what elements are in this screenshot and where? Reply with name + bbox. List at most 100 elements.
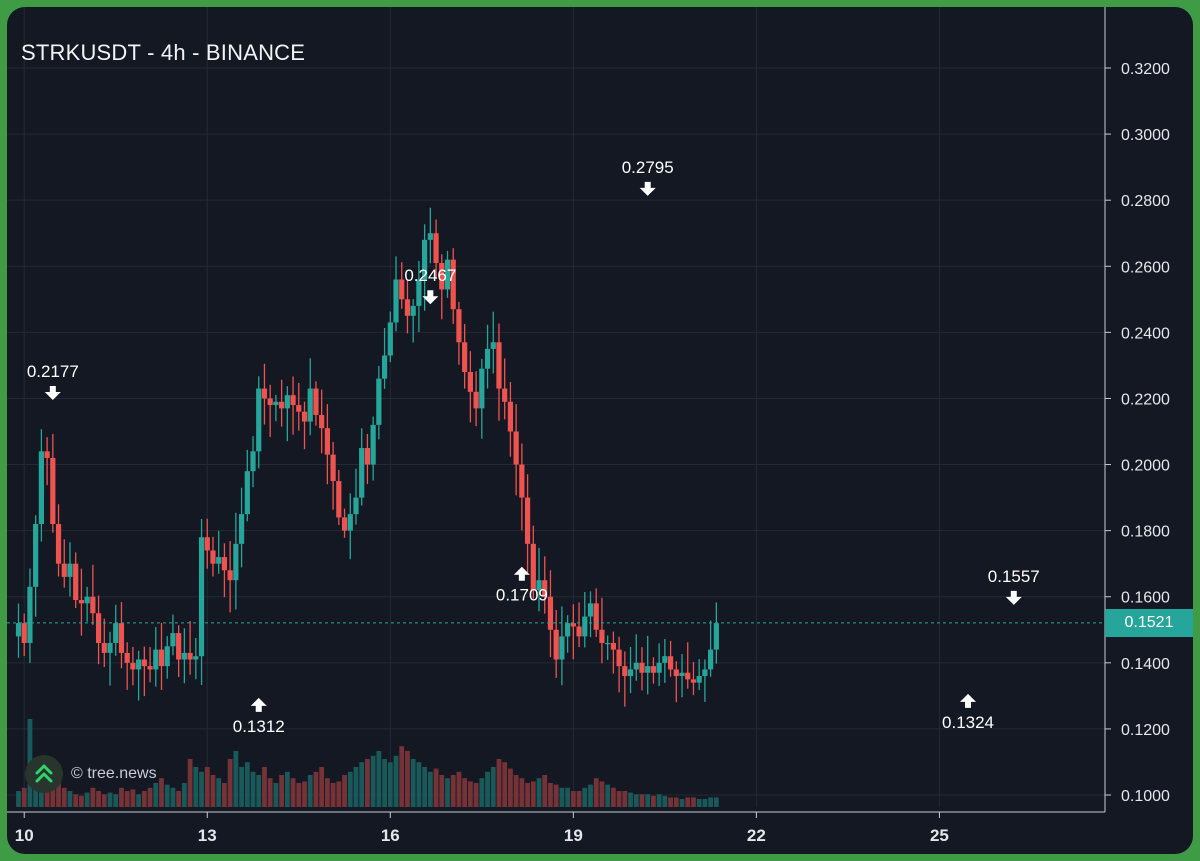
volume-bar	[170, 787, 176, 807]
candle-body	[153, 649, 159, 670]
volume-bar	[679, 799, 685, 807]
candle-body	[301, 411, 308, 422]
candle-body	[587, 603, 594, 617]
volume-bar	[542, 775, 548, 807]
down-arrow-icon	[1005, 590, 1022, 605]
up-arrow-icon	[960, 693, 977, 708]
candle-body	[502, 388, 508, 402]
volume-bar	[359, 762, 365, 807]
candle-body	[662, 656, 668, 663]
volume-bar	[216, 778, 222, 807]
volume-bar	[239, 767, 244, 807]
candle-body	[307, 388, 313, 422]
candles	[15, 207, 719, 707]
volume-bar	[639, 794, 645, 807]
candle-body	[193, 656, 199, 660]
candle-body	[33, 524, 39, 587]
volume-bar	[365, 759, 370, 807]
volume-bar	[668, 797, 673, 807]
candle-body	[627, 669, 634, 677]
candle-body	[141, 659, 147, 667]
candle-body	[50, 457, 56, 525]
volume-bar	[513, 775, 519, 807]
volume-bar	[416, 762, 422, 807]
candle-body	[547, 596, 554, 630]
candle-body	[279, 401, 285, 409]
candle-body	[679, 672, 685, 677]
tree-news-logo-icon	[25, 755, 63, 793]
candle-body	[450, 259, 456, 310]
down-arrow-icon	[44, 386, 61, 401]
candle-body	[170, 633, 176, 647]
volume-bar	[473, 783, 479, 807]
volume-bar	[502, 762, 508, 807]
candle-body	[261, 388, 268, 399]
candle-body	[267, 398, 273, 406]
candle-body	[330, 454, 336, 482]
price-annotation-label: 0.1324	[942, 713, 994, 732]
chart-title: STRKUSDT - 4h - BINANCE	[21, 40, 306, 65]
candle-body	[616, 649, 622, 667]
volume-bar	[227, 759, 233, 807]
price-annotations: 0.2177 0.1312 0.2467 0.1709 0.2795 0.1324 0.15…	[27, 158, 1040, 736]
candle-body	[136, 659, 142, 670]
candle-body	[78, 600, 85, 604]
candle-body	[364, 448, 371, 465]
candle-body	[313, 388, 319, 415]
volume-bar	[696, 799, 702, 807]
candle-body	[690, 679, 697, 683]
candle-body	[462, 342, 468, 373]
candle-body	[95, 613, 102, 643]
volume-bar	[284, 771, 290, 807]
volume-bar	[187, 759, 193, 807]
candle-body	[513, 431, 519, 465]
volume-bar	[342, 775, 347, 807]
candle-body	[273, 401, 279, 406]
volume-bar	[485, 771, 490, 807]
volume-bar	[296, 783, 302, 807]
candle-body	[290, 395, 296, 406]
volume-bar	[16, 791, 21, 807]
volume-bar	[353, 767, 359, 807]
candle-body	[27, 586, 33, 643]
candle-body	[347, 514, 353, 531]
volume-bar	[519, 778, 525, 807]
candle-body	[605, 642, 611, 645]
volume-bar	[250, 771, 256, 807]
volume-bar	[576, 791, 582, 807]
candle-body	[84, 596, 90, 604]
chart-frame: 0.2177 0.1312 0.2467 0.1709 0.2795 0.1324 0.15…	[7, 7, 1193, 854]
x-tick-label: 13	[198, 826, 217, 845]
candle-body	[576, 626, 582, 637]
x-tick-label: 16	[381, 826, 400, 845]
volume-bar	[462, 778, 468, 807]
candle-body	[599, 629, 605, 643]
volume-bar	[450, 775, 456, 807]
candle-body	[238, 514, 245, 544]
volume-bar	[565, 787, 571, 807]
up-arrow-icon	[250, 697, 267, 712]
volume-bar	[673, 797, 679, 807]
volume-bar	[548, 783, 553, 807]
candle-body	[553, 629, 559, 660]
candle-body	[393, 279, 399, 323]
volume-bar	[645, 794, 651, 807]
volume-bar	[530, 781, 536, 807]
candle-body	[198, 537, 205, 657]
volume-bar	[336, 781, 342, 807]
candle-body	[341, 517, 348, 531]
candlestick-chart[interactable]: 0.2177 0.1312 0.2467 0.1709 0.2795 0.1324 0.15…	[7, 7, 1193, 854]
candle-body	[256, 388, 262, 452]
candle-body	[353, 497, 359, 515]
volume-bar	[651, 795, 656, 807]
volume-bar	[279, 775, 285, 807]
y-tick-label: 0.1000	[1121, 788, 1170, 805]
candle-body	[381, 355, 388, 379]
volume-bar	[90, 787, 96, 807]
volume-bar	[21, 787, 27, 807]
candle-body	[204, 537, 210, 551]
grid-lines	[7, 7, 1105, 807]
candle-body	[61, 563, 67, 577]
volume-bar	[582, 787, 588, 807]
candle-body	[336, 481, 342, 518]
